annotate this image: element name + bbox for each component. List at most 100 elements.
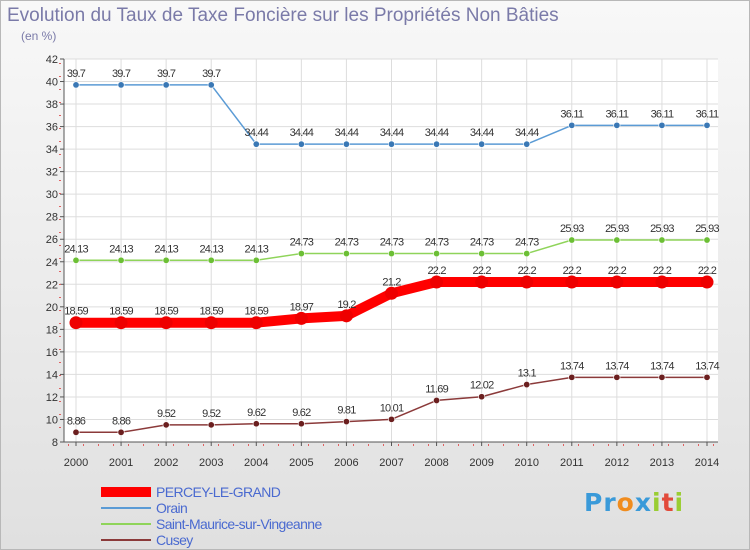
- data-label: 24.13: [245, 243, 269, 255]
- x-tick-label: 2005: [289, 457, 313, 469]
- data-label: 34.44: [470, 127, 494, 139]
- data-point: [568, 236, 576, 244]
- data-label: 24.73: [425, 237, 449, 249]
- data-label: 22.2: [518, 265, 537, 277]
- y-tick-label: 12: [46, 392, 58, 404]
- legend-swatch: [101, 539, 151, 541]
- data-label: 24.13: [64, 243, 88, 255]
- data-point: [613, 373, 621, 381]
- x-tick-label: 2002: [154, 457, 178, 469]
- data-label: 24.73: [380, 237, 404, 249]
- data-point: [430, 275, 444, 289]
- y-tick-label: 28: [46, 212, 58, 224]
- data-point: [249, 316, 263, 330]
- data-point: [72, 81, 80, 89]
- data-point: [252, 256, 260, 264]
- data-point: [655, 275, 669, 289]
- chart-subtitle: (en %): [21, 29, 57, 43]
- data-point: [297, 250, 305, 258]
- legend-label: Saint-Maurice-sur-Vingeanne: [156, 516, 322, 532]
- x-tick-label: 2004: [244, 457, 268, 469]
- data-point: [297, 140, 305, 148]
- data-point: [387, 415, 395, 423]
- data-point: [478, 140, 486, 148]
- data-label: 13.74: [695, 360, 719, 372]
- data-label: 22.2: [473, 265, 492, 277]
- data-label: 13.74: [560, 360, 584, 372]
- data-point: [613, 121, 621, 129]
- data-point: [658, 236, 666, 244]
- data-point: [658, 121, 666, 129]
- data-label: 22.2: [608, 265, 627, 277]
- data-point: [568, 373, 576, 381]
- data-label: 34.44: [335, 127, 359, 139]
- y-tick-label: 8: [52, 437, 58, 449]
- x-tick-label: 2003: [199, 457, 223, 469]
- data-point: [478, 393, 486, 401]
- data-point: [342, 250, 350, 258]
- data-label: 18.59: [245, 306, 269, 318]
- logo-letter: r: [603, 488, 617, 517]
- data-label: 18.59: [64, 306, 88, 318]
- data-point: [523, 140, 531, 148]
- y-tick-label: 18: [46, 324, 58, 336]
- legend-label: Cusey: [156, 532, 193, 548]
- data-label: 8.86: [112, 415, 131, 427]
- data-point: [475, 275, 489, 289]
- data-label: 25.93: [650, 223, 674, 235]
- data-label: 24.73: [290, 237, 314, 249]
- data-label: 22.2: [563, 265, 582, 277]
- data-point: [387, 250, 395, 258]
- data-label: 36.11: [605, 108, 628, 120]
- data-point: [72, 256, 80, 264]
- data-label: 25.93: [605, 223, 629, 235]
- y-tick-label: 16: [46, 347, 58, 359]
- x-tick-label: 2013: [650, 457, 674, 469]
- data-point: [523, 250, 531, 258]
- x-tick-label: 2000: [64, 457, 88, 469]
- legend-label: PERCEY-LE-GRAND: [156, 484, 281, 500]
- data-label: 18.97: [290, 301, 314, 313]
- data-label: 8.86: [67, 415, 86, 427]
- data-point: [207, 421, 215, 429]
- data-point: [69, 316, 83, 330]
- y-tick-label: 14: [46, 369, 58, 381]
- data-label: 22.2: [427, 265, 446, 277]
- data-label: 9.52: [202, 408, 221, 420]
- data-point: [114, 316, 128, 330]
- data-point: [523, 381, 531, 389]
- data-label: 12.02: [470, 380, 494, 392]
- data-label: 18.59: [154, 306, 178, 318]
- legend-label: Orain: [156, 500, 188, 516]
- data-label: 34.44: [425, 127, 449, 139]
- y-tick-label: 22: [46, 279, 58, 291]
- data-point: [252, 420, 260, 428]
- legend-swatch: [101, 487, 151, 497]
- data-point: [565, 275, 579, 289]
- data-point: [252, 140, 260, 148]
- data-label: 39.7: [157, 68, 176, 80]
- data-point: [117, 81, 125, 89]
- data-point: [433, 140, 441, 148]
- data-label: 24.13: [109, 243, 133, 255]
- data-point: [387, 140, 395, 148]
- y-tick-label: 36: [46, 122, 58, 134]
- y-tick-label: 38: [46, 99, 58, 111]
- logo-letter: x: [634, 488, 652, 517]
- data-point: [385, 286, 398, 300]
- data-label: 24.13: [154, 243, 178, 255]
- data-point: [568, 121, 576, 129]
- data-label: 18.59: [109, 306, 133, 318]
- logo-letter: i: [674, 488, 685, 517]
- data-label: 36.11: [560, 108, 583, 120]
- data-point: [520, 275, 534, 289]
- data-point: [342, 140, 350, 148]
- data-point: [72, 428, 80, 436]
- data-point: [339, 309, 353, 323]
- data-label: 34.44: [515, 127, 539, 139]
- logo-letter: t: [661, 488, 675, 517]
- data-label: 13.74: [605, 360, 629, 372]
- y-tick-label: 10: [46, 414, 58, 426]
